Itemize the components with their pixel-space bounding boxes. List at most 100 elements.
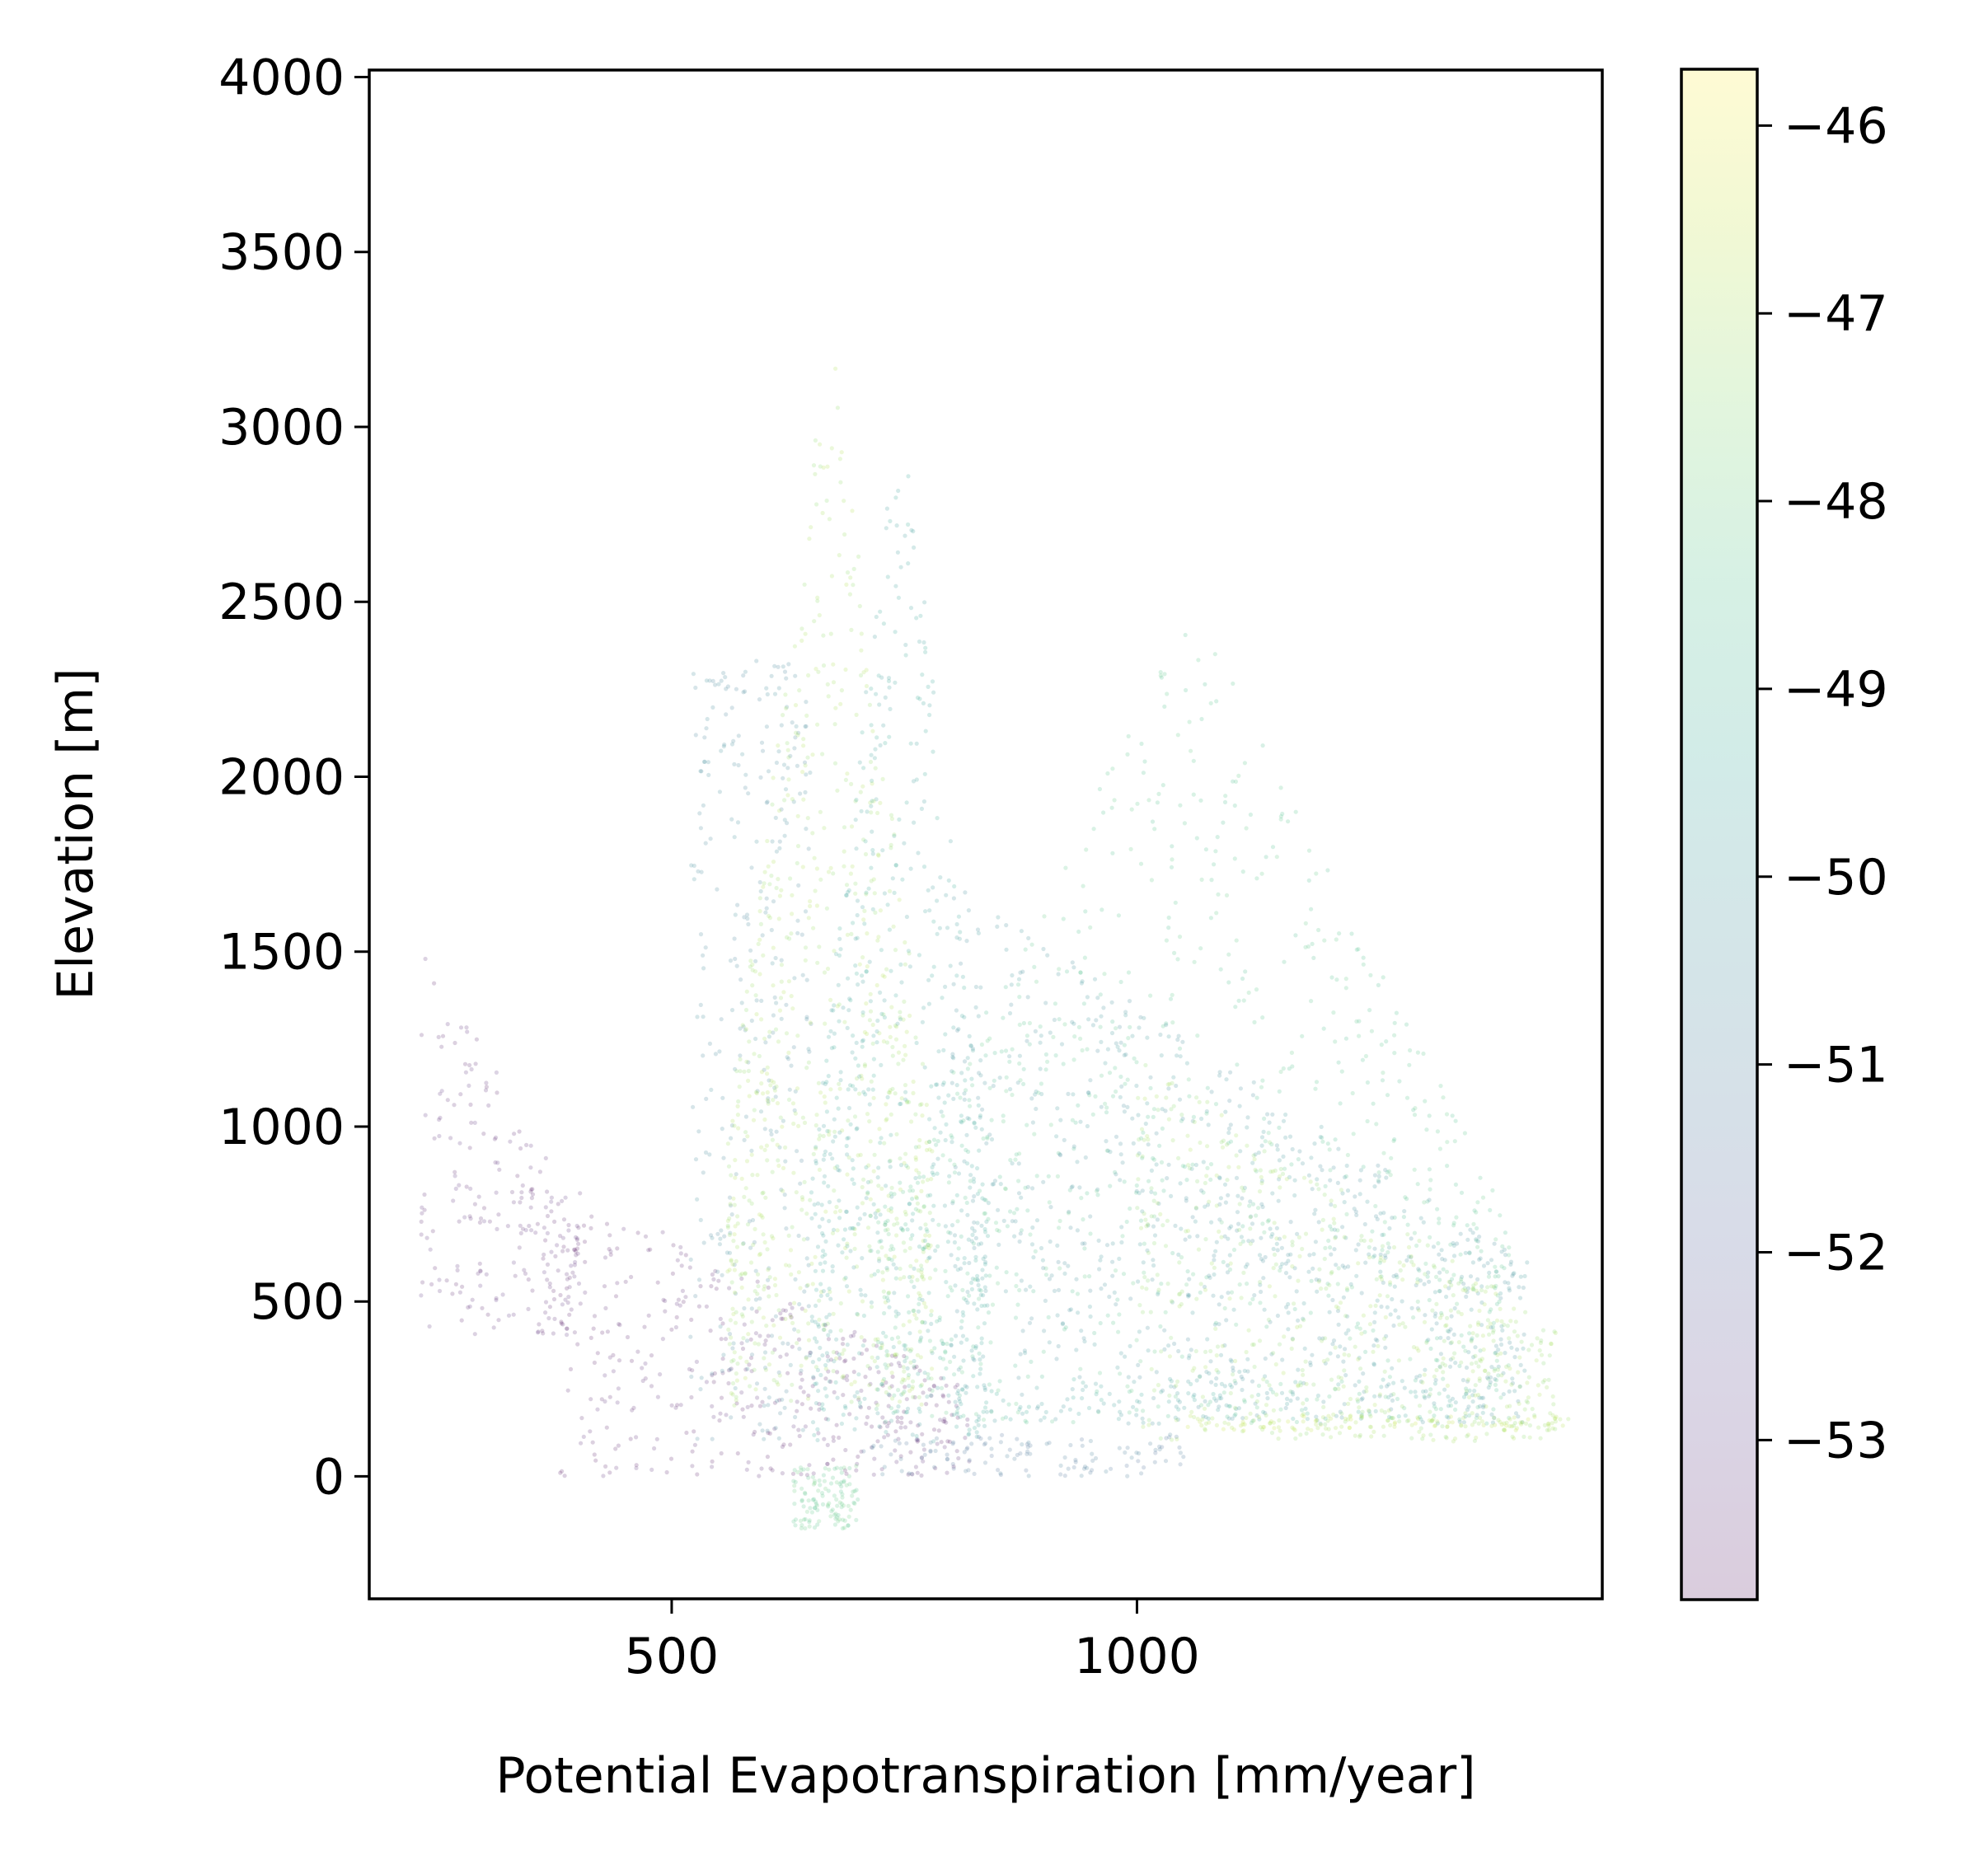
scatter-point [467, 1214, 472, 1219]
scatter-point [1317, 1336, 1322, 1341]
scatter-point [1347, 1425, 1352, 1431]
scatter-point [1138, 1218, 1144, 1223]
scatter-point [969, 1348, 974, 1353]
scatter-point [1493, 1286, 1498, 1291]
scatter-point [1240, 1376, 1245, 1381]
scatter-point [1214, 1367, 1219, 1373]
scatter-point [896, 1388, 901, 1393]
scatter-point [882, 1015, 887, 1020]
scatter-point [934, 1403, 939, 1408]
scatter-point [1217, 1404, 1221, 1409]
scatter-point [830, 1264, 835, 1269]
scatter-point [1098, 1320, 1103, 1326]
scatter-point [1325, 1141, 1330, 1146]
scatter-point [931, 690, 936, 695]
scatter-point [827, 1219, 832, 1224]
scatter-point [742, 1305, 747, 1311]
scatter-point [1474, 1238, 1479, 1243]
scatter-point [795, 1408, 799, 1413]
scatter-point [574, 1236, 580, 1241]
scatter-point [1415, 1306, 1420, 1311]
scatter-point [1224, 1318, 1229, 1323]
scatter-point [1336, 1322, 1341, 1327]
scatter-point [472, 1202, 478, 1207]
scatter-point [875, 1355, 880, 1361]
scatter-point [1208, 701, 1213, 705]
scatter-point [940, 1082, 945, 1087]
scatter-point [1162, 1328, 1167, 1333]
scatter-point [884, 1353, 889, 1358]
scatter-point [761, 884, 766, 889]
scatter-point [1221, 1259, 1226, 1264]
scatter-point [931, 1217, 935, 1222]
scatter-point [774, 1292, 779, 1298]
scatter-point [989, 1389, 994, 1394]
scatter-point [1331, 1412, 1336, 1418]
scatter-point [1503, 1253, 1508, 1258]
scatter-point [743, 1114, 749, 1119]
scatter-point [930, 1351, 935, 1356]
scatter-point [518, 1146, 523, 1151]
scatter-point [822, 1174, 828, 1179]
scatter-point [749, 1152, 754, 1157]
scatter-point [1027, 1020, 1032, 1026]
scatter-point [1444, 1436, 1449, 1441]
scatter-point [1234, 1175, 1240, 1180]
scatter-point [804, 827, 809, 832]
scatter-point [910, 1274, 915, 1279]
scatter-point [640, 1366, 645, 1371]
scatter-point [959, 1119, 964, 1124]
scatter-point [762, 1067, 767, 1072]
scatter-point [887, 1305, 892, 1310]
scatter-point [991, 1182, 996, 1187]
scatter-point [965, 1289, 970, 1295]
scatter-point [899, 1392, 904, 1397]
scatter-point [1304, 1431, 1309, 1436]
scatter-point [1546, 1422, 1551, 1427]
scatter-point [1376, 1178, 1381, 1183]
scatter-point [1329, 1202, 1334, 1207]
scatter-point [831, 1435, 836, 1440]
scatter-point [751, 1432, 756, 1437]
scatter-point [1434, 1321, 1439, 1326]
scatter-point [1329, 1269, 1334, 1275]
scatter-point [848, 998, 853, 1003]
scatter-point [811, 1375, 816, 1380]
scatter-point [1382, 1336, 1387, 1341]
scatter-point [1250, 1160, 1255, 1165]
scatter-point [572, 1330, 578, 1335]
scatter-point [855, 1126, 860, 1131]
scatter-point [963, 1436, 968, 1441]
scatter-point [1278, 785, 1283, 790]
scatter-point [1504, 1420, 1509, 1425]
scatter-point [896, 1436, 901, 1441]
scatter-point [1401, 1263, 1406, 1268]
scatter-point [757, 1306, 762, 1311]
scatter-point [713, 1268, 718, 1273]
scatter-point [467, 1062, 472, 1068]
scatter-point [836, 982, 841, 987]
scatter-point [1198, 1140, 1203, 1146]
scatter-point [744, 989, 749, 994]
scatter-point [1458, 1231, 1463, 1236]
scatter-point [1109, 1030, 1115, 1036]
scatter-point [1323, 1416, 1328, 1421]
scatter-point [1009, 982, 1014, 987]
scatter-point [1151, 1258, 1156, 1263]
scatter-point [951, 1070, 956, 1075]
scatter-point [977, 1148, 982, 1153]
scatter-point [1470, 1411, 1475, 1416]
scatter-point [902, 1409, 907, 1414]
scatter-point [690, 1368, 695, 1373]
scatter-point [1391, 1392, 1396, 1397]
scatter-point [1121, 1104, 1126, 1108]
scatter-point [941, 1047, 946, 1052]
scatter-point [1470, 1230, 1475, 1235]
scatter-point [1312, 1141, 1317, 1146]
scatter-point [1163, 1310, 1168, 1314]
scatter-point [976, 930, 981, 935]
scatter-point [828, 997, 833, 1002]
scatter-point [1537, 1348, 1542, 1353]
scatter-points [419, 366, 1571, 1531]
scatter-point [753, 958, 758, 963]
